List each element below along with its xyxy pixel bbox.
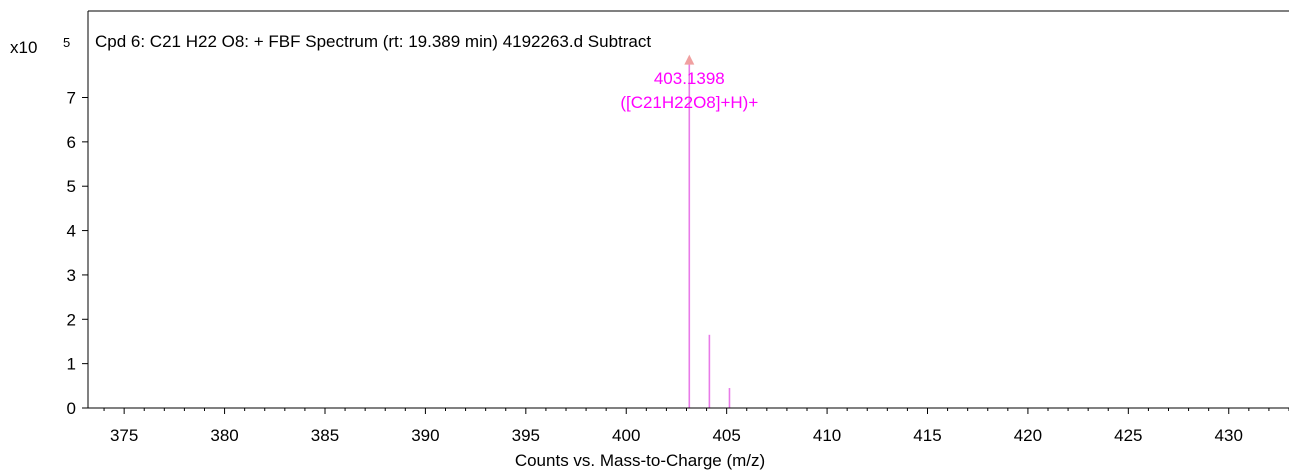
x-tick-label: 395 (512, 426, 540, 445)
chart-title: Cpd 6: C21 H22 O8: + FBF Spectrum (rt: 1… (95, 32, 651, 51)
peak-annotations: 403.1398 ([C21H22O8]+H)+ (620, 54, 758, 112)
x-axis-label: Counts vs. Mass-to-Charge (m/z) (515, 451, 765, 470)
y-tick-label: 6 (67, 133, 76, 152)
x-tick-label: 390 (411, 426, 439, 445)
y-tick-label: 4 (67, 222, 76, 241)
x-tick-label: 410 (813, 426, 841, 445)
x-tick-label: 415 (913, 426, 941, 445)
y-axis-ticks: 0 1 2 3 4 5 6 7 (67, 88, 88, 418)
peak-ion-label: ([C21H22O8]+H)+ (620, 93, 758, 112)
peak-mz-label: 403.1398 (654, 69, 725, 88)
y-tick-label: 2 (67, 310, 76, 329)
y-tick-label: 3 (67, 266, 76, 285)
y-axis-multiplier-exponent: 5 (63, 35, 70, 50)
x-tick-label: 385 (311, 426, 339, 445)
y-axis-multiplier: x10 (10, 38, 37, 57)
x-tick-label: 420 (1014, 426, 1042, 445)
peak-marker (684, 54, 695, 65)
x-tick-label: 375 (110, 426, 138, 445)
x-tick-label: 425 (1114, 426, 1142, 445)
x-tick-label: 380 (210, 426, 238, 445)
y-tick-label: 1 (67, 355, 76, 374)
y-tick-label: 5 (67, 177, 76, 196)
spectrum-peaks (688, 57, 731, 408)
y-tick-label: 0 (67, 399, 76, 418)
x-tick-label: 430 (1215, 426, 1243, 445)
y-tick-label: 7 (67, 88, 76, 107)
x-tick-label: 400 (612, 426, 640, 445)
x-tick-label: 405 (712, 426, 740, 445)
